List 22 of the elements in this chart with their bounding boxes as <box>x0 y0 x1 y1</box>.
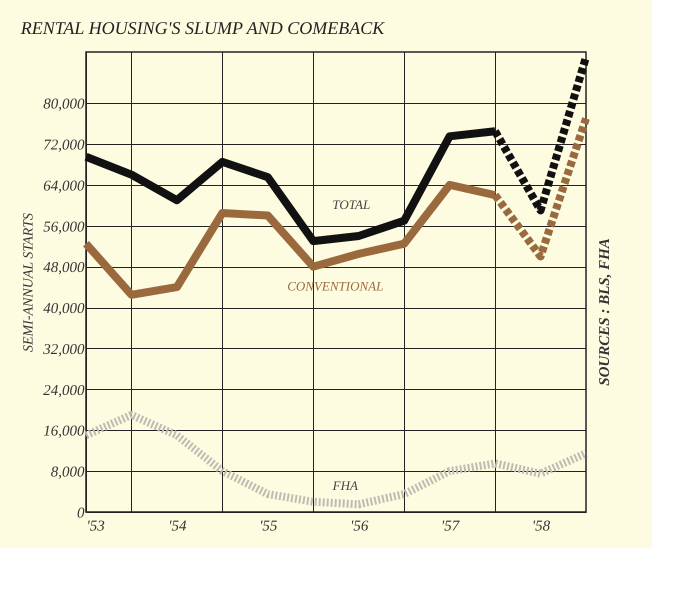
y-tick-label: 40,000 <box>43 301 85 318</box>
x-tick-label: '53 <box>86 518 105 534</box>
x-tick-label: '54 <box>168 518 188 534</box>
y-tick-label: 48,000 <box>43 260 85 276</box>
x-tick-label: '57 <box>441 518 461 534</box>
source-note: SOURCES : BLS, FHA <box>597 238 613 386</box>
series-label: FHA <box>332 478 358 493</box>
x-tick-label: '58 <box>532 518 551 534</box>
x-tick-label: '56 <box>350 518 369 534</box>
y-tick-label: 80,000 <box>43 96 85 113</box>
y-tick-label: 56,000 <box>43 219 85 236</box>
series-label: TOTAL <box>332 197 370 212</box>
y-tick-label: 64,000 <box>43 178 85 194</box>
y-tick-label: 32,000 <box>42 342 85 358</box>
y-axis-title: SEMI-ANNUAL STARTS <box>21 212 36 352</box>
y-tick-label: 72,000 <box>43 138 85 154</box>
y-tick-label: 16,000 <box>43 424 85 440</box>
x-tick-label: '55 <box>259 518 278 534</box>
y-tick-label: 24,000 <box>43 382 85 399</box>
y-tick-label: 0 <box>77 506 85 522</box>
y-tick-label: 8,000 <box>50 464 85 481</box>
chart-title: RENTAL HOUSING'S SLUMP AND COMEBACK <box>20 18 386 38</box>
